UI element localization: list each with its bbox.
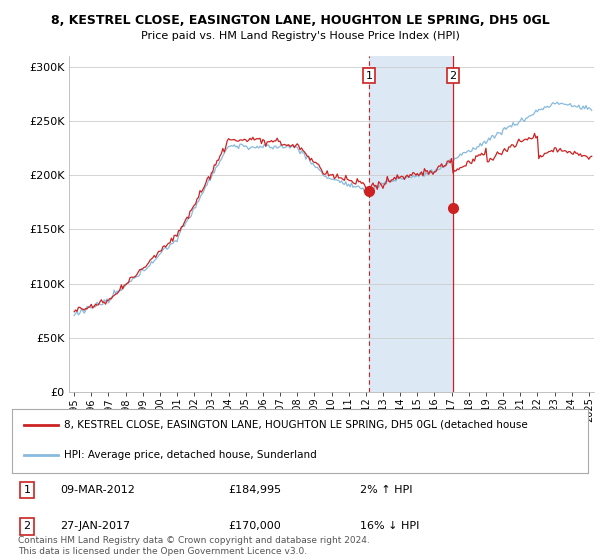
Text: 2: 2 xyxy=(449,71,457,81)
Text: £170,000: £170,000 xyxy=(228,521,281,531)
Text: 1: 1 xyxy=(365,71,373,81)
Text: 8, KESTREL CLOSE, EASINGTON LANE, HOUGHTON LE SPRING, DH5 0GL: 8, KESTREL CLOSE, EASINGTON LANE, HOUGHT… xyxy=(50,14,550,27)
Text: 1: 1 xyxy=(23,485,31,495)
Bar xyxy=(369,56,453,392)
Text: 27-JAN-2017: 27-JAN-2017 xyxy=(60,521,130,531)
Text: HPI: Average price, detached house, Sunderland: HPI: Average price, detached house, Sund… xyxy=(64,450,317,460)
Text: 8, KESTREL CLOSE, EASINGTON LANE, HOUGHTON LE SPRING, DH5 0GL (detached house: 8, KESTREL CLOSE, EASINGTON LANE, HOUGHT… xyxy=(64,420,527,430)
Text: 09-MAR-2012: 09-MAR-2012 xyxy=(60,485,135,495)
Text: 2% ↑ HPI: 2% ↑ HPI xyxy=(360,485,413,495)
Text: Price paid vs. HM Land Registry's House Price Index (HPI): Price paid vs. HM Land Registry's House … xyxy=(140,31,460,41)
Text: £184,995: £184,995 xyxy=(228,485,281,495)
Text: 16% ↓ HPI: 16% ↓ HPI xyxy=(360,521,419,531)
Text: 2: 2 xyxy=(23,521,31,531)
Text: Contains HM Land Registry data © Crown copyright and database right 2024.
This d: Contains HM Land Registry data © Crown c… xyxy=(18,536,370,556)
